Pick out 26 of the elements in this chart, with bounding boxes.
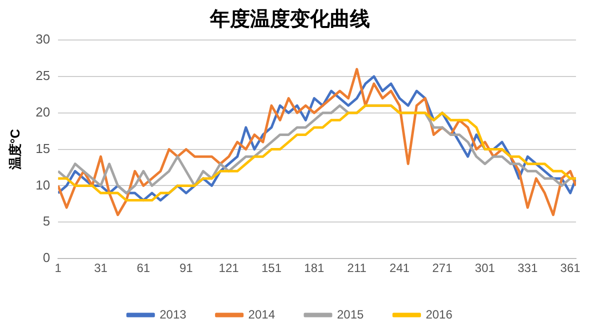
x-tick-label: 331: [518, 261, 538, 276]
x-tick-label: 31: [94, 261, 108, 276]
y-axis-title: 温度°C: [7, 128, 22, 171]
x-tick-label: 151: [261, 261, 282, 276]
x-tick-label: 301: [474, 261, 496, 276]
legend-label: 2015: [337, 307, 364, 322]
y-tick-label: 30: [36, 32, 50, 47]
legend-label: 2014: [248, 307, 276, 322]
y-tick-label: 25: [36, 68, 50, 84]
x-tick-label: 241: [390, 261, 410, 276]
x-tick-label: 121: [218, 261, 240, 276]
x-tick-label: 181: [304, 261, 325, 276]
legend-label: 2013: [160, 307, 187, 322]
y-tick-label: 10: [36, 177, 50, 192]
y-tick-label: 15: [36, 140, 50, 156]
legend-label: 2016: [426, 307, 453, 322]
chart-title: 年度温度变化曲线: [209, 8, 370, 31]
x-tick-label: 361: [560, 261, 581, 276]
x-tick-label: 91: [179, 261, 194, 276]
x-tick-label: 211: [347, 261, 367, 276]
y-tick-label: 20: [36, 104, 50, 120]
y-tick-label: 5: [42, 214, 50, 229]
y-tick-label: 0: [42, 250, 50, 266]
x-tick-label: 271: [432, 261, 453, 276]
x-tick-label: 1: [54, 261, 62, 276]
x-tick-label: 61: [136, 261, 150, 276]
